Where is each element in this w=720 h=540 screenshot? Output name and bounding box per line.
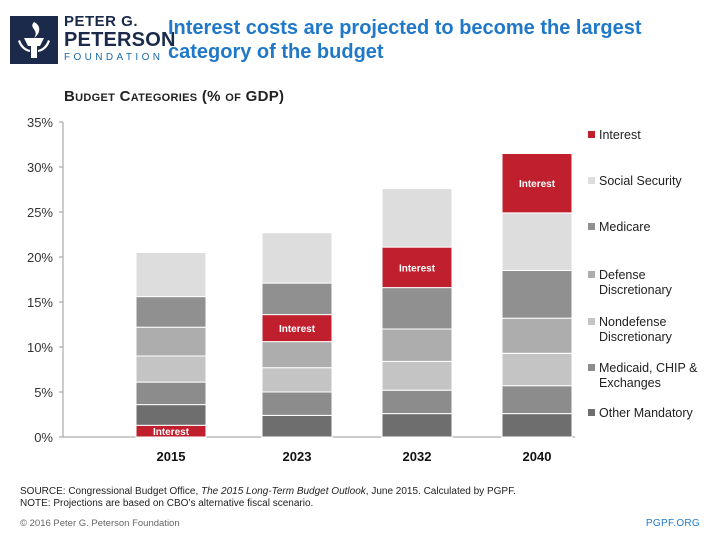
legend-item: Social Security (588, 174, 716, 189)
bar-segment-other-mandatory-2023 (261, 414, 333, 438)
bar-segment-other-mandatory-2032 (381, 413, 453, 438)
legend-swatch (588, 364, 595, 371)
bar-segment-other-mandatory-2015 (135, 404, 207, 426)
bar-segment-nondefense-discretionary-2032 (381, 360, 453, 391)
interest-segment-label: Interest (279, 324, 316, 335)
bar-segment-nondefense-discretionary-2040 (501, 352, 573, 387)
source-note: SOURCE: Congressional Budget Office, The… (20, 486, 516, 498)
legend-swatch (588, 131, 595, 138)
legend-label: Other Mandatory (599, 406, 693, 420)
bar-segment-social-security-2040 (501, 212, 573, 271)
chart-title: Interest costs are projected to become t… (168, 17, 642, 63)
legend-swatch (588, 271, 595, 278)
y-tick-label: 0% (34, 430, 53, 445)
bar-segment-medicare-2023 (261, 282, 333, 316)
bar-segment-nondefense-discretionary-2015 (135, 355, 207, 383)
copyright-text: © 2016 Peter G. Peterson Foundation (20, 518, 180, 529)
y-tick-label: 35% (27, 115, 53, 130)
legend-item: Nondefense Discretionary (588, 315, 716, 345)
legend-item: Medicaid, CHIP & Exchanges (588, 361, 716, 391)
source-suffix: , June 2015. Calculated by PGPF. (365, 486, 516, 497)
interest-segment-label: Interest (519, 179, 556, 190)
interest-segment-label: Interest (399, 263, 436, 274)
bar-segment-medicaid-chip-exchanges-2015 (135, 381, 207, 406)
legend-label: Defense Discretionary (599, 268, 672, 297)
logo-line-3: FOUNDATION (64, 52, 164, 63)
legend-label: Interest (599, 128, 641, 142)
legend-label: Medicaid, CHIP & Exchanges (599, 361, 698, 390)
interest-segment-label: Interest (153, 427, 190, 438)
x-category-label: 2023 (283, 449, 312, 464)
legend-item: Medicare (588, 220, 716, 235)
x-category-label: 2032 (403, 449, 432, 464)
website-link[interactable]: PGPF.ORG (645, 518, 700, 529)
bar-segment-medicaid-chip-exchanges-2023 (261, 391, 333, 416)
bar-segment-nondefense-discretionary-2023 (261, 367, 333, 393)
legend-swatch (588, 177, 595, 184)
bar-segment-social-security-2032 (381, 188, 453, 248)
source-prefix: SOURCE: Congressional Budget Office, (20, 486, 202, 497)
projection-note: NOTE: Projections are based on CBO’s alt… (20, 498, 314, 509)
logo-line-1: PETER G. (64, 13, 139, 30)
bar-segment-social-security-2015 (135, 252, 207, 298)
y-tick-label: 15% (27, 295, 53, 310)
bar-segment-other-mandatory-2040 (501, 413, 573, 438)
y-tick-label: 20% (27, 250, 53, 265)
y-tick-label: 5% (34, 385, 53, 400)
x-category-label: 2040 (523, 449, 552, 464)
pgpf-logo: PETER G. PETERSON FOUNDATION (10, 12, 175, 68)
bar-segment-medicaid-chip-exchanges-2040 (501, 385, 573, 415)
legend-swatch (588, 318, 595, 325)
bar-segment-medicare-2032 (381, 287, 453, 330)
bar-segment-social-security-2023 (261, 232, 333, 284)
bar-segment-medicare-2015 (135, 296, 207, 328)
bar-segment-medicaid-chip-exchanges-2032 (381, 389, 453, 415)
bar-segment-defense-discretionary-2032 (381, 328, 453, 362)
y-tick-label: 25% (27, 205, 53, 220)
legend-item: Other Mandatory (588, 406, 716, 421)
logo-line-2: PETERSON (64, 29, 176, 51)
bar-segment-defense-discretionary-2023 (261, 341, 333, 369)
legend-label: Social Security (599, 174, 682, 188)
torch-icon (10, 16, 58, 64)
legend-item: Interest (588, 128, 716, 143)
legend-label: Medicare (599, 220, 651, 234)
bar-segment-defense-discretionary-2040 (501, 317, 573, 354)
legend-item: Defense Discretionary (588, 268, 716, 298)
legend-swatch (588, 409, 595, 416)
bar-segment-medicare-2040 (501, 270, 573, 319)
bar-segment-interest-2023 (261, 314, 333, 343)
chart-subtitle: Budget Categories (% of GDP) (64, 88, 285, 105)
bar-segment-defense-discretionary-2015 (135, 326, 207, 357)
legend-swatch (588, 223, 595, 230)
legend-label: Nondefense Discretionary (599, 315, 672, 344)
y-tick-label: 10% (27, 340, 53, 355)
bar-segment-interest-2040 (501, 153, 573, 214)
source-title: The 2015 Long-Term Budget Outlook (201, 486, 366, 497)
x-category-label: 2015 (157, 449, 186, 464)
y-tick-label: 30% (27, 160, 53, 175)
